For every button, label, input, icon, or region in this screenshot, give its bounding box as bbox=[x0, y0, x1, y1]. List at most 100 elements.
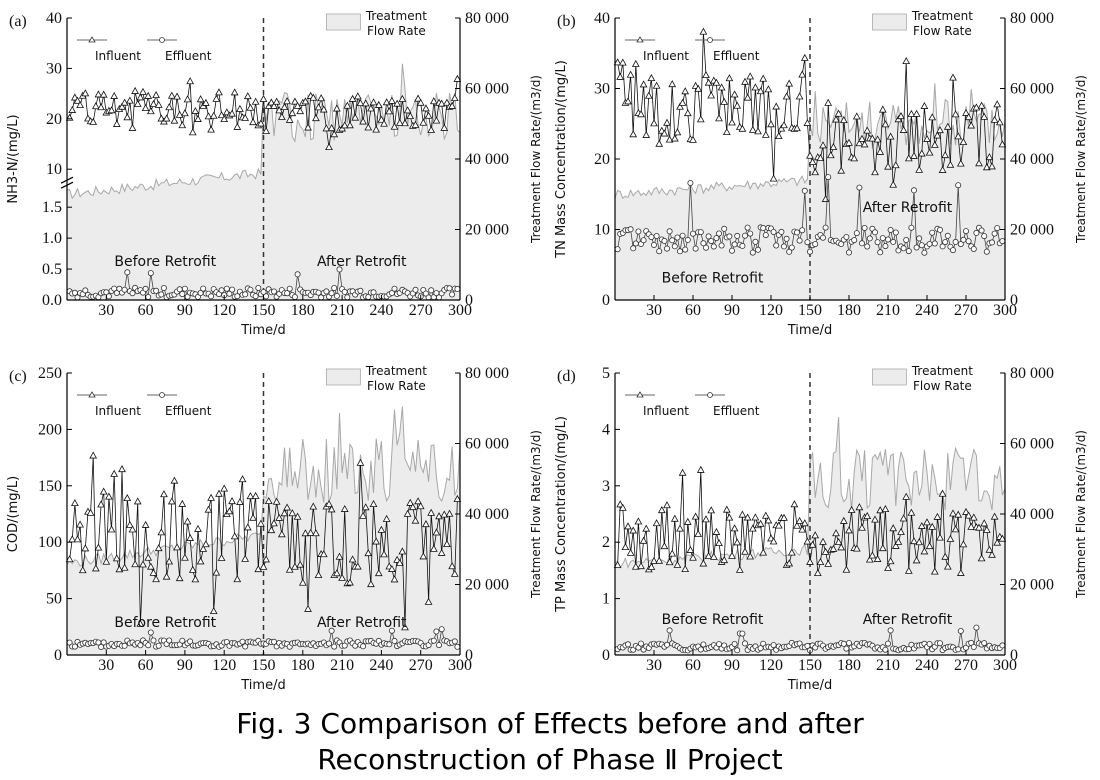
influent-point bbox=[236, 104, 244, 112]
influent-point bbox=[346, 121, 354, 129]
effluent-point bbox=[71, 643, 78, 650]
effluent-point bbox=[801, 187, 808, 194]
influent-point bbox=[751, 513, 760, 521]
y-tick-label: 100 bbox=[38, 534, 62, 551]
x-tick-label: 60 bbox=[138, 657, 154, 674]
effluent-point bbox=[155, 642, 162, 649]
panel-label: (c) bbox=[9, 368, 27, 385]
effluent-point bbox=[344, 294, 351, 301]
influent-point bbox=[678, 98, 687, 106]
x-tick-label: 210 bbox=[330, 657, 354, 674]
y-tick-label: 20 bbox=[594, 151, 610, 168]
influent-point bbox=[956, 159, 965, 167]
effluent-point bbox=[656, 248, 663, 255]
effluent-point bbox=[872, 229, 879, 236]
influent-point bbox=[670, 514, 679, 522]
influent-point bbox=[985, 545, 994, 553]
influent-point bbox=[233, 575, 242, 583]
influent-point bbox=[152, 575, 160, 583]
effluent-point bbox=[710, 243, 717, 250]
influent-point bbox=[133, 99, 142, 107]
effluent-point bbox=[391, 285, 398, 292]
effluent-point bbox=[158, 291, 165, 298]
effluent-point bbox=[150, 637, 157, 644]
effluent-point bbox=[323, 288, 330, 295]
influent-point bbox=[694, 84, 703, 92]
y-tick-label: 0 bbox=[602, 292, 610, 309]
influent-point bbox=[616, 72, 625, 80]
effluent-point bbox=[632, 240, 639, 247]
effluent-point bbox=[786, 248, 793, 255]
y2-tick-label: 20 000 bbox=[1010, 222, 1054, 239]
effluent-point bbox=[82, 287, 89, 294]
effluent-point bbox=[716, 230, 723, 237]
y-tick-label: 0.0 bbox=[42, 292, 62, 309]
y2-tick-label: 0 bbox=[1010, 647, 1018, 664]
effluent-point bbox=[692, 245, 699, 252]
influent-point bbox=[998, 534, 1007, 542]
effluent-point bbox=[887, 627, 894, 634]
effluent-point bbox=[176, 286, 183, 293]
influent-point bbox=[722, 505, 731, 513]
effluent-point bbox=[926, 240, 933, 247]
influent-point bbox=[186, 533, 195, 541]
effluent-point bbox=[939, 243, 946, 250]
effluent-point bbox=[742, 640, 749, 647]
influent-point bbox=[665, 135, 674, 143]
effluent-point bbox=[454, 285, 461, 292]
effluent-point bbox=[820, 234, 827, 241]
y-axis-label: NH3-N/(mg/L) bbox=[6, 114, 21, 203]
influent-point bbox=[946, 534, 955, 542]
x-tick-label: 300 bbox=[448, 657, 472, 674]
y2-tick-label: 0 bbox=[465, 647, 473, 664]
influent-point bbox=[243, 92, 252, 100]
effluent-point bbox=[944, 232, 951, 239]
influent-point bbox=[126, 520, 134, 528]
x-tick-label: 150 bbox=[798, 302, 822, 319]
influent-point bbox=[390, 575, 399, 583]
influent-point bbox=[868, 134, 877, 142]
influent-point bbox=[884, 563, 892, 571]
influent-point bbox=[930, 140, 939, 148]
influent-point bbox=[367, 580, 375, 588]
effluent-point bbox=[648, 234, 655, 241]
influent-point bbox=[105, 492, 113, 500]
effluent-point bbox=[892, 229, 899, 236]
influent-point bbox=[756, 87, 765, 95]
influent-point bbox=[754, 127, 762, 135]
effluent-point bbox=[700, 240, 707, 247]
influent-point bbox=[655, 139, 664, 147]
effluent-point bbox=[851, 237, 858, 244]
influent-point bbox=[165, 557, 174, 565]
influent-point bbox=[131, 560, 139, 568]
effluent-point bbox=[726, 233, 733, 240]
influent-point bbox=[759, 548, 768, 556]
influent-point bbox=[288, 509, 297, 517]
effluent-point bbox=[226, 290, 233, 297]
x-tick-label: 270 bbox=[954, 302, 978, 319]
effluent-point bbox=[160, 284, 167, 291]
effluent-point bbox=[153, 287, 160, 294]
x-tick-label: 90 bbox=[177, 302, 193, 319]
effluent-point bbox=[866, 235, 873, 242]
effluent-point bbox=[916, 235, 923, 242]
effluent-point bbox=[664, 245, 671, 252]
before-retrofit-label: Before Retrofit bbox=[114, 615, 216, 631]
influent-point bbox=[829, 544, 838, 552]
x-tick-label: 240 bbox=[915, 302, 939, 319]
effluent-point bbox=[731, 641, 738, 648]
influent-point bbox=[886, 132, 895, 140]
influent-point bbox=[65, 555, 74, 563]
effluent-point bbox=[425, 294, 432, 301]
influent-point bbox=[761, 130, 770, 138]
influent-point bbox=[707, 91, 716, 99]
influent-point bbox=[319, 550, 328, 558]
influent-point bbox=[813, 568, 822, 577]
influent-point bbox=[136, 619, 145, 627]
influent-point bbox=[969, 513, 978, 521]
effluent-point bbox=[778, 228, 785, 235]
influent-point bbox=[876, 506, 885, 514]
x-tick-label: 30 bbox=[646, 302, 662, 319]
influent-point bbox=[91, 102, 100, 110]
x-tick-label: 60 bbox=[138, 302, 154, 319]
